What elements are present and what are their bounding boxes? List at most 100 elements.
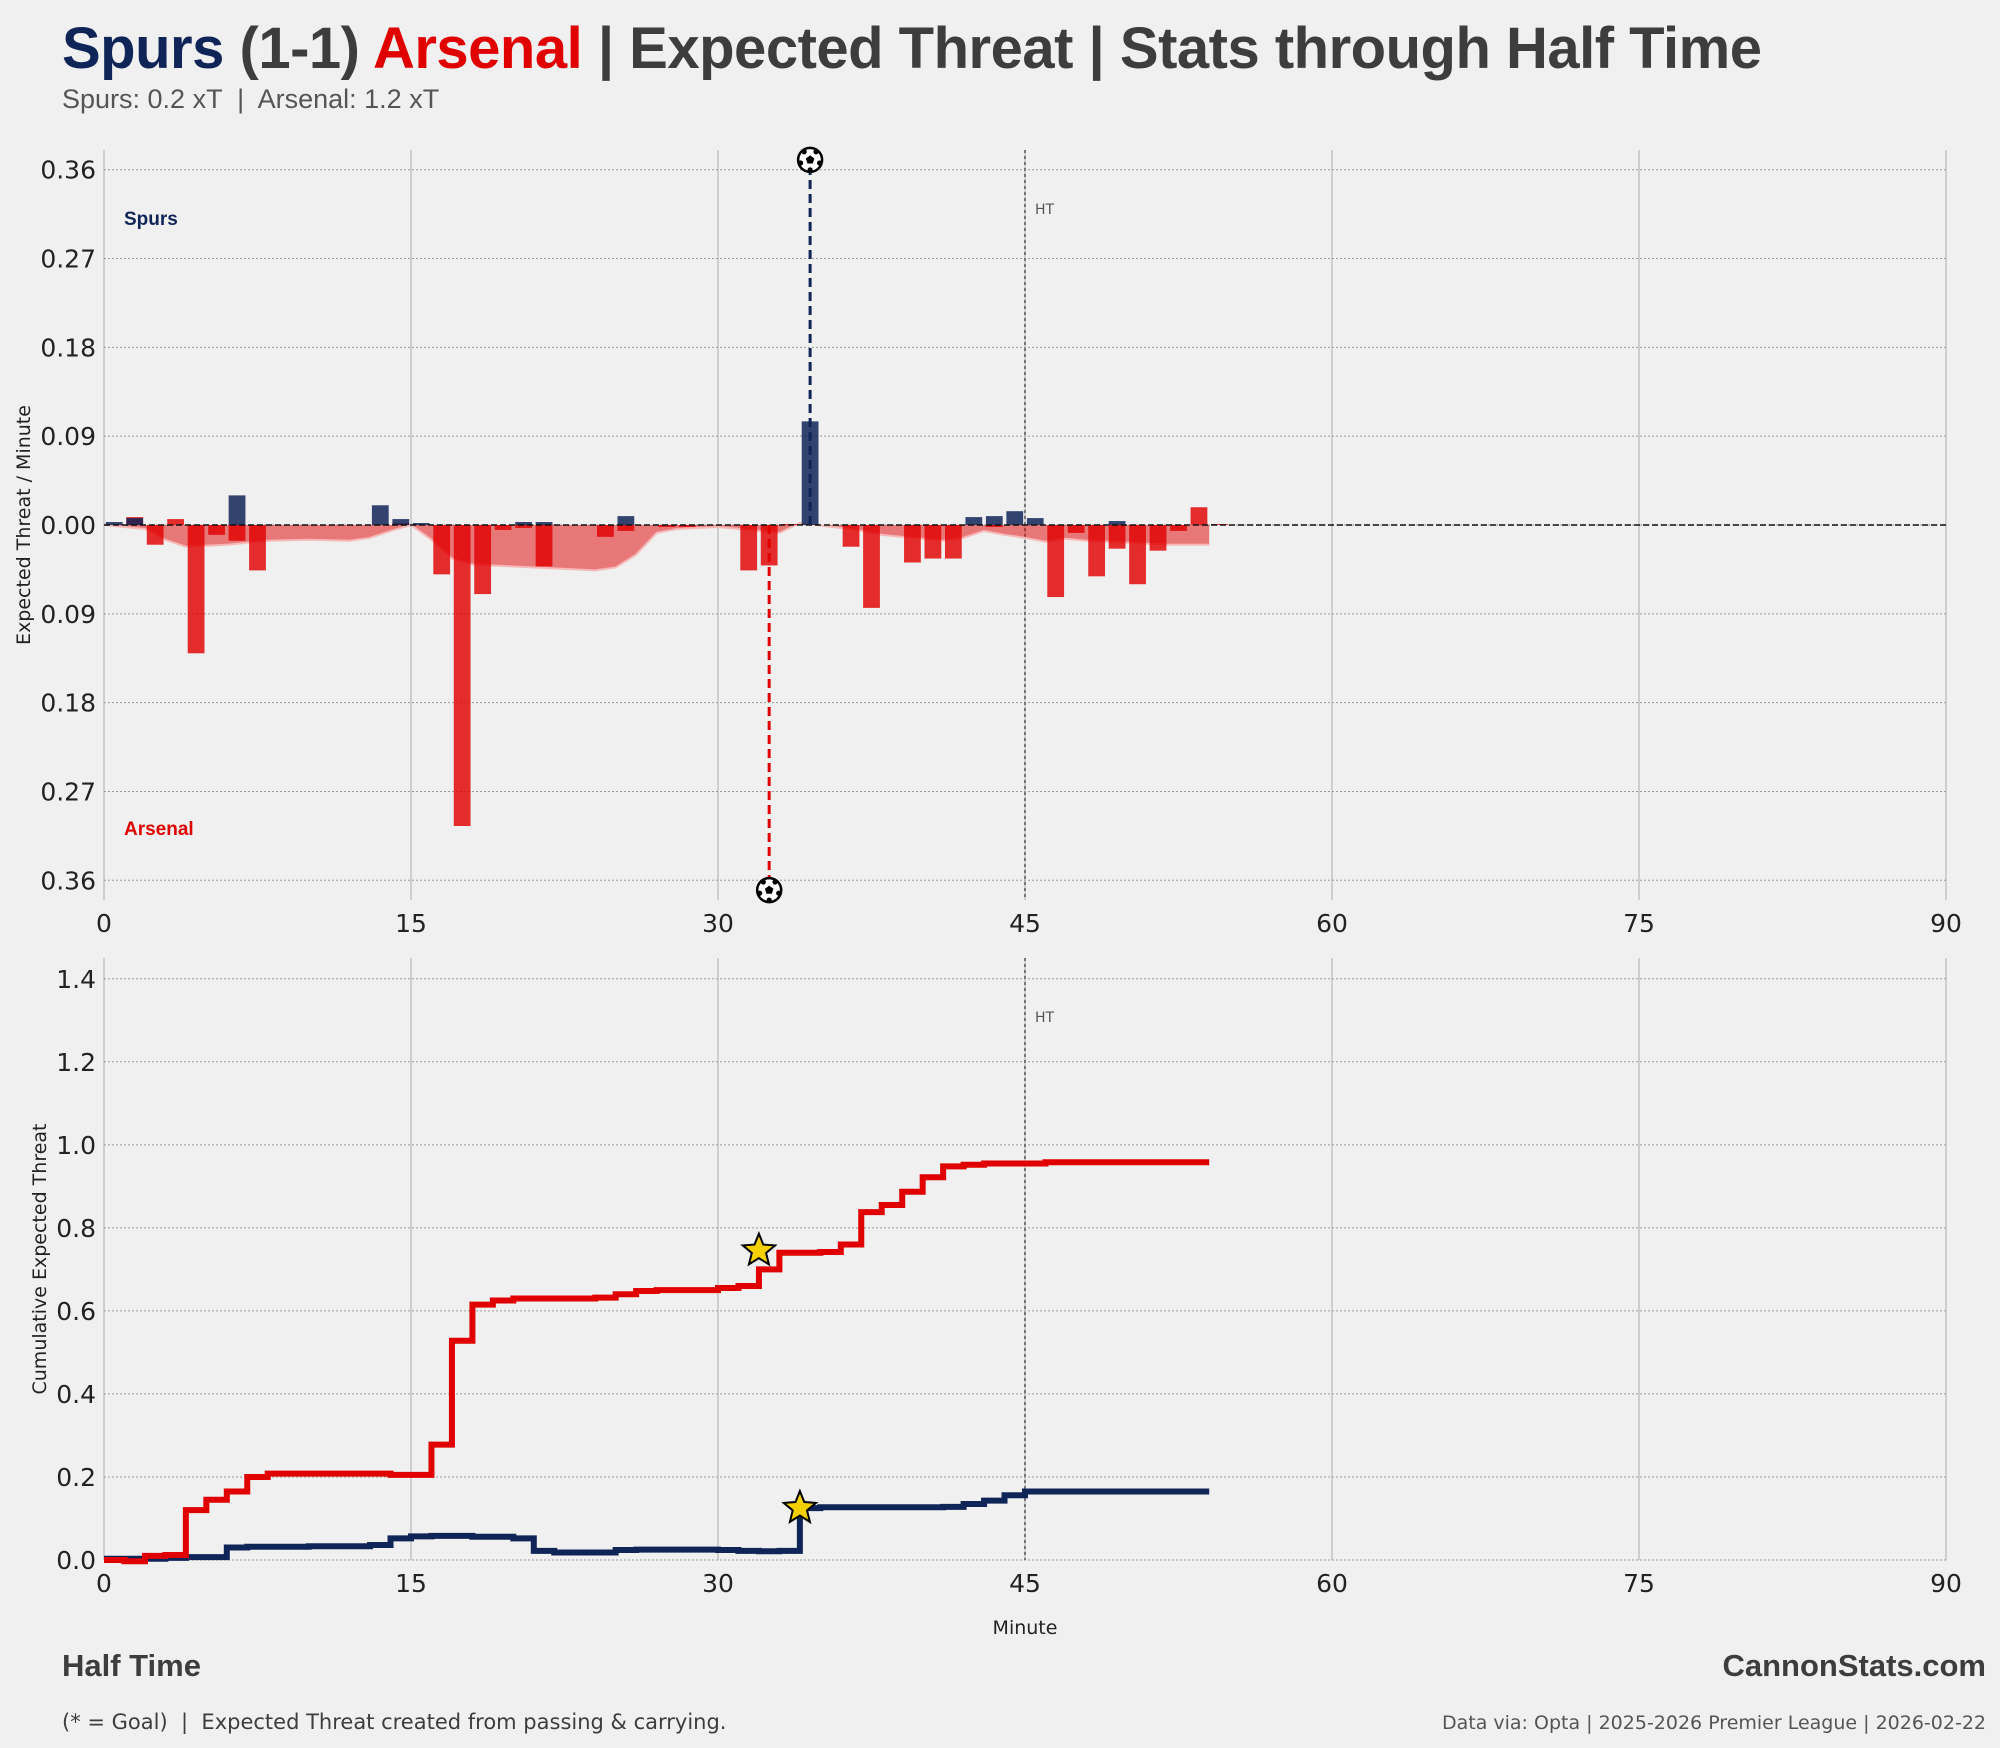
arsenal-cumulative-line <box>104 1159 1210 1565</box>
rolling-average-line <box>103 521 1210 572</box>
bottom-xtick-label: 30 <box>702 1569 734 1598</box>
arsenal-xt-bar <box>863 525 880 608</box>
top-ytick-label: 0.27 <box>40 777 96 806</box>
spurs-xt-bar <box>985 516 1003 525</box>
soccer-ball-edge-patch <box>817 160 823 166</box>
arsenal-xt-bar <box>228 525 246 541</box>
chart-subtitle: Spurs: 0.2 xT | Arsenal: 1.2 xT <box>62 84 440 114</box>
arsenal-xt-bar <box>433 525 451 575</box>
spurs-cumulative-line <box>104 1488 1210 1562</box>
bottom-ytick-label: 1.0 <box>56 1131 96 1160</box>
soccer-ball-center-patch <box>764 885 774 894</box>
spurs-xt-bar <box>801 421 819 525</box>
bottom-xtick-label: 15 <box>395 1569 427 1598</box>
bottom-ytick-label: 0.8 <box>56 1214 96 1243</box>
spurs-xt-bar <box>392 519 410 525</box>
arsenal-xt-bar <box>924 525 942 559</box>
top-ytick-label: 0.18 <box>40 689 96 718</box>
soccer-ball-edge-patch <box>813 149 819 155</box>
arsenal-xt-bar <box>1129 525 1146 585</box>
top-xtick-label: 15 <box>395 909 427 938</box>
top-ytick-label: 0.36 <box>40 866 96 895</box>
top-ytick-label: 0.27 <box>40 245 96 274</box>
top-ytick-label: 0.18 <box>40 333 96 362</box>
top-xtick-label: 30 <box>702 909 734 938</box>
rolling-average-area <box>104 523 1210 571</box>
spurs-xt-bar <box>126 518 144 525</box>
arsenal-xt-bar <box>1190 507 1208 525</box>
footer-note: (* = Goal) | Expected Threat created fro… <box>62 1710 727 1734</box>
arsenal-zone-label: Arsenal <box>124 819 194 840</box>
arsenal-xt-bar <box>658 525 676 527</box>
arsenal-xt-bar <box>1088 525 1106 577</box>
arsenal-xt-bar <box>187 525 205 654</box>
bottom-ytick-label: 0.0 <box>56 1546 96 1575</box>
bottom-xtick-label: 75 <box>1623 1569 1655 1598</box>
bottom-ytick-label: 0.2 <box>56 1463 96 1492</box>
spurs-xt-bar <box>535 522 553 525</box>
arsenal-xt-bar <box>515 525 532 528</box>
arsenal-xt-bar <box>740 525 758 571</box>
arsenal-xt-bar <box>167 519 185 525</box>
spurs-xt-bar <box>617 516 635 525</box>
arsenal-goal-star-icon <box>740 1231 778 1267</box>
bottom-halftime-label: HT <box>1035 1010 1055 1026</box>
xt-per-minute-chart: 0.360.270.180.090.000.090.180.270.360 15 3… <box>13 146 1962 938</box>
chart-title: Spurs (1-1) Arsenal | Expected Threat | … <box>62 14 1962 84</box>
spurs-xt-bar <box>412 523 430 525</box>
home-team-name: Spurs <box>62 16 224 81</box>
arsenal-xt-bar <box>985 525 1003 527</box>
arsenal-xt-bar <box>617 525 635 531</box>
arsenal-xt-bar <box>678 525 696 527</box>
spurs-zone-label: Spurs <box>124 209 178 230</box>
bottom-xtick-label: 90 <box>1930 1569 1962 1598</box>
spurs-xt-bar <box>105 522 123 525</box>
arsenal-xt-bar <box>597 525 614 537</box>
arsenal-xt-bar <box>1047 525 1065 598</box>
bottom-xtick-label: 0 <box>96 1569 112 1598</box>
chart-header: Spurs (1-1) Arsenal | Expected Threat | … <box>62 14 1962 115</box>
bottom-ytick-label: 0.6 <box>56 1297 96 1326</box>
bottom-xtick-label: 45 <box>1009 1569 1041 1598</box>
cumulative-xt-chart: 0.0 0.2 0.4 0.6 0.8 1.0 1.2 1.4 0 15 30 45 60 75 90 HT C… <box>29 958 1962 1639</box>
arsenal-xt-bar <box>494 525 512 530</box>
soccer-ball-edge-patch <box>760 879 766 885</box>
spurs-xt-bar <box>1026 518 1044 525</box>
footer-site-name: CannonStats.com <box>1722 1648 1986 1683</box>
top-ytick-label: 0.09 <box>40 600 96 629</box>
title-rest: | Expected Threat | Stats through Half T… <box>597 16 1762 81</box>
top-xtick-label: 75 <box>1623 909 1655 938</box>
arsenal-xt-bar <box>453 525 471 826</box>
away-team-name: Arsenal <box>372 16 583 81</box>
footer-period-label: Half Time <box>62 1648 201 1683</box>
arsenal-goal-marker <box>755 876 783 904</box>
spurs-goal-marker <box>796 146 824 174</box>
arsenal-xt-bar <box>146 525 164 545</box>
top-xtick-label: 60 <box>1316 909 1348 938</box>
top-xtick-label: 0 <box>96 909 112 938</box>
arsenal-xt-bar <box>1108 525 1126 549</box>
soccer-ball-edge-patch <box>807 167 813 173</box>
footer-source: Data via: Opta | 2025-2026 Premier Leagu… <box>1441 1712 1986 1734</box>
bottom-ytick-label: 1.4 <box>56 965 96 994</box>
arsenal-xt-bar <box>1211 524 1228 526</box>
spurs-xt-bar <box>965 517 983 525</box>
spurs-xt-bar <box>515 522 532 525</box>
bottom-ytick-label: 0.4 <box>56 1380 96 1409</box>
arsenal-xt-bar <box>904 525 921 563</box>
arsenal-xt-bar <box>842 525 860 547</box>
spurs-xt-bar <box>1108 521 1126 525</box>
soccer-ball-edge-patch <box>757 890 763 896</box>
top-xtick-label: 45 <box>1009 909 1041 938</box>
top-ytick-label: 0.36 <box>40 156 96 185</box>
arsenal-xt-bar <box>1067 525 1085 533</box>
bottom-xtick-label: 60 <box>1316 1569 1348 1598</box>
arsenal-xt-bar <box>1149 525 1167 551</box>
bottom-y-axis-title: Cumulative Expected Threat <box>29 1124 51 1395</box>
bottom-x-axis-title: Minute <box>993 1617 1058 1639</box>
soccer-ball-edge-patch <box>766 897 772 903</box>
soccer-ball-edge-patch <box>772 879 778 885</box>
top-halftime-label: HT <box>1035 202 1055 218</box>
top-ytick-label: 0.00 <box>40 511 96 540</box>
